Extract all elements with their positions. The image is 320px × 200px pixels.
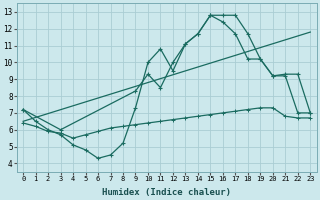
X-axis label: Humidex (Indice chaleur): Humidex (Indice chaleur) [102,188,231,197]
